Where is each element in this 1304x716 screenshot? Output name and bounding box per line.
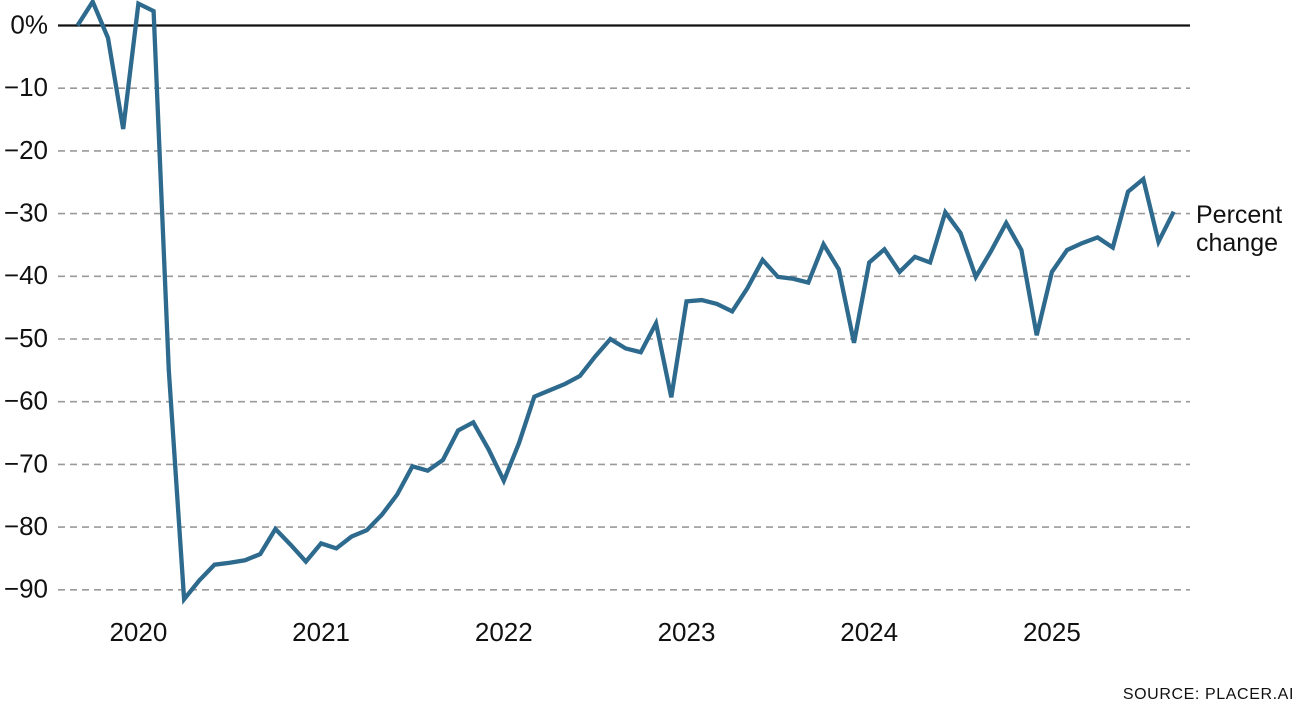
series-end-label-line1: Percent [1196,201,1283,229]
gridlines [58,24,1190,591]
source-credit: SOURCE: PLACER.AI [1122,686,1294,703]
y-tick-label: −10 [4,72,48,102]
x-year-label-2024: 2024 [840,617,898,647]
x-year-label-2023: 2023 [658,617,716,647]
y-tick-label: −80 [4,511,48,541]
percent-change-line [75,0,1176,605]
x-year-label-2025: 2025 [1023,617,1081,647]
data-series [75,0,1176,605]
y-tick-label: −30 [4,197,48,227]
y-tick-label: −90 [4,574,48,604]
y-tick-label: −60 [4,386,48,416]
x-axis-year-labels: 2020 2021 2022 2023 2024 2025 [109,617,1080,647]
x-year-label-2020: 2020 [109,617,167,647]
series-end-label: Percent change [1196,201,1282,257]
y-tick-label: 0% [10,9,48,39]
y-tick-label: −70 [4,448,48,478]
y-tick-label: −20 [4,135,48,165]
series-end-label-line2: change [1196,229,1279,257]
x-year-label-2022: 2022 [475,617,533,647]
y-tick-label: −50 [4,323,48,353]
y-tick-label: −40 [4,260,48,290]
x-year-label-2021: 2021 [292,617,350,647]
y-axis-tick-labels: 0% −10 −20 −30 −40 −50 −60 −70 −80 −90 [4,9,48,603]
